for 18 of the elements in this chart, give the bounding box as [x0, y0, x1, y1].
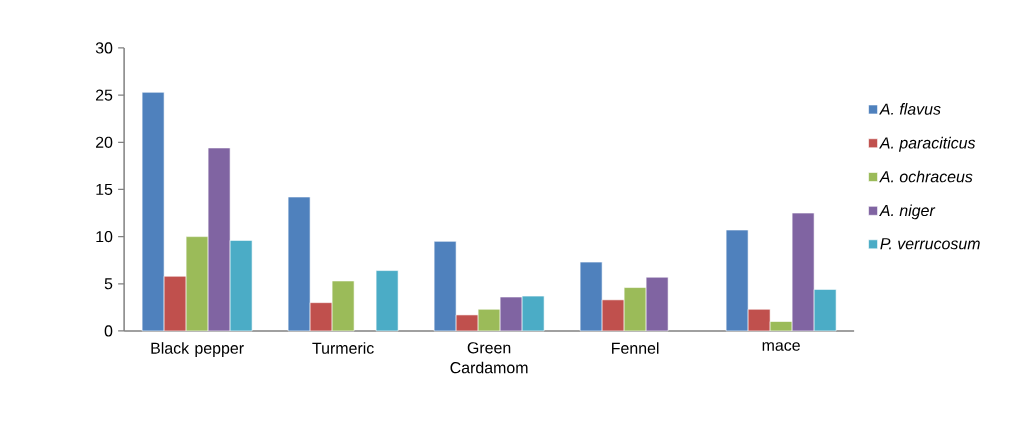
y-tick-label: 15 — [96, 183, 113, 196]
y-tick-label: 20 — [95, 136, 113, 148]
x-tick-label: Turmeric — [312, 342, 374, 354]
legend-label: A. niger — [879, 204, 936, 220]
y-tick-label: 0 — [104, 325, 113, 337]
legend-label: A. paraciticus — [879, 136, 976, 152]
bar — [375, 270, 399, 332]
x-tick-label: Black pepper — [151, 342, 244, 357]
legend-label: A. ochraceus — [879, 170, 973, 183]
y-tick-label: 30 — [95, 42, 113, 54]
y-tick-label: 25 — [95, 89, 113, 101]
y-tick-label: 10 — [96, 230, 113, 243]
y-tick-label: 5 — [104, 278, 113, 290]
legend-label: P. verrucosum — [880, 238, 980, 250]
x-tick-label: Green Cardamom — [450, 342, 528, 374]
legend-label: A. flavus — [879, 103, 941, 115]
x-tick-label: mace — [762, 342, 800, 351]
x-tick-label: Fennel — [612, 342, 659, 354]
